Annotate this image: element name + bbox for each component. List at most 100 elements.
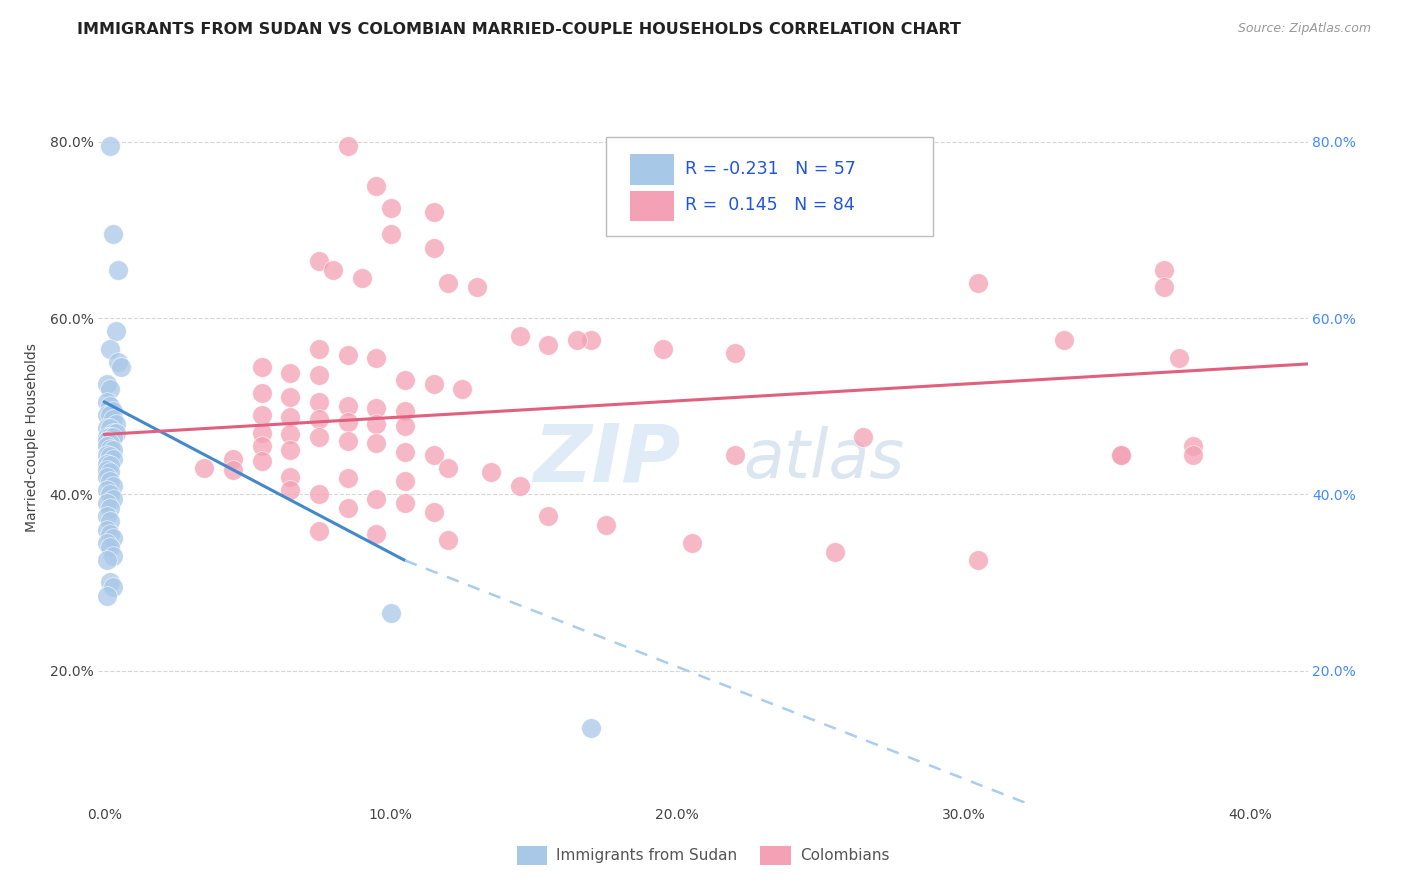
Point [98, 442, 121, 456]
Point [581, 333, 603, 347]
Point [98, 139, 121, 153]
Point [394, 445, 416, 459]
Point [104, 425, 127, 440]
Point [336, 415, 359, 429]
Point [366, 178, 388, 193]
Point [98, 436, 121, 450]
Text: IMMIGRANTS FROM SUDAN VS COLOMBIAN MARRIED-COUPLE HOUSEHOLDS CORRELATION CHART: IMMIGRANTS FROM SUDAN VS COLOMBIAN MARRI… [77, 22, 962, 37]
Point [581, 721, 603, 735]
Point [280, 483, 302, 497]
Point [98, 575, 121, 590]
Point [308, 524, 330, 539]
Point [222, 463, 245, 477]
Point [308, 487, 330, 501]
Y-axis label: Married-couple Households: Married-couple Households [24, 343, 38, 532]
Point [280, 427, 302, 442]
Point [101, 430, 124, 444]
Legend: Immigrants from Sudan, Colombians: Immigrants from Sudan, Colombians [516, 846, 890, 864]
Point [422, 205, 444, 219]
Point [96, 430, 118, 444]
Point [101, 412, 124, 426]
Point [723, 448, 745, 462]
Point [336, 139, 359, 153]
Point [250, 454, 273, 468]
Point [101, 478, 124, 492]
Text: atlas: atlas [744, 426, 904, 492]
Point [465, 280, 488, 294]
Point [96, 408, 118, 422]
Point [222, 452, 245, 467]
Point [96, 377, 118, 392]
Text: R = -0.231   N = 57: R = -0.231 N = 57 [685, 160, 856, 178]
Point [193, 461, 215, 475]
Point [422, 505, 444, 519]
Point [479, 466, 502, 480]
Point [110, 359, 132, 374]
Point [96, 421, 118, 435]
Point [380, 201, 402, 215]
Point [336, 434, 359, 449]
Point [336, 399, 359, 413]
Point [96, 553, 118, 567]
Point [437, 533, 460, 548]
Point [98, 514, 121, 528]
Point [101, 580, 124, 594]
Point [422, 241, 444, 255]
Point [96, 439, 118, 453]
Point [96, 589, 118, 603]
Point [723, 346, 745, 360]
Point [96, 536, 118, 550]
Point [451, 382, 474, 396]
Point [98, 408, 121, 422]
Point [308, 412, 330, 426]
Point [104, 324, 127, 338]
Point [1153, 280, 1175, 294]
Point [336, 348, 359, 362]
Point [308, 430, 330, 444]
Point [98, 500, 121, 515]
Point [366, 491, 388, 506]
Point [366, 417, 388, 431]
Text: R =  0.145   N = 84: R = 0.145 N = 84 [685, 196, 855, 214]
Point [967, 276, 990, 290]
Point [96, 448, 118, 462]
Point [336, 471, 359, 485]
Point [509, 328, 531, 343]
Point [852, 430, 875, 444]
Point [101, 425, 124, 440]
Point [308, 368, 330, 383]
Point [104, 417, 127, 431]
Point [98, 527, 121, 541]
Point [394, 403, 416, 417]
FancyBboxPatch shape [606, 137, 932, 235]
Point [322, 262, 344, 277]
Point [96, 434, 118, 449]
Point [967, 553, 990, 567]
Point [366, 351, 388, 365]
Point [96, 457, 118, 471]
Point [250, 386, 273, 401]
Point [98, 421, 121, 435]
Point [250, 439, 273, 453]
Point [537, 337, 560, 351]
Point [308, 253, 330, 268]
Point [101, 403, 124, 417]
Point [380, 607, 402, 621]
Point [1167, 351, 1189, 365]
Point [101, 227, 124, 242]
Point [250, 359, 273, 374]
Point [98, 430, 121, 444]
Text: ZIP: ZIP [533, 420, 681, 498]
Point [394, 496, 416, 510]
Point [565, 333, 588, 347]
Point [380, 227, 402, 242]
Point [98, 466, 121, 480]
Point [366, 527, 388, 541]
Point [96, 463, 118, 477]
Point [280, 391, 302, 405]
Point [350, 271, 373, 285]
Point [96, 496, 118, 510]
Point [101, 491, 124, 506]
Point [98, 540, 121, 554]
Point [824, 544, 846, 558]
